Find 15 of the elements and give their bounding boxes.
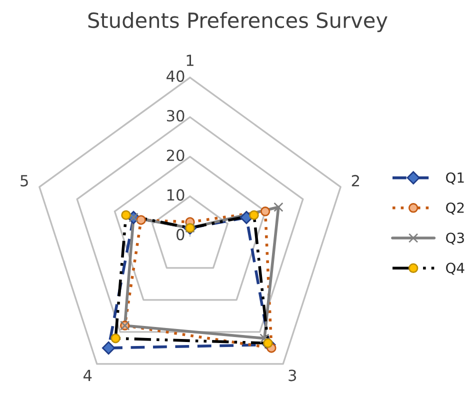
- y-tick-label: 0: [176, 228, 184, 240]
- chart-title: Students Preferences Survey: [88, 12, 388, 32]
- legend-label: Q4: [446, 262, 464, 275]
- spoke-label: 3: [288, 370, 296, 382]
- y-tick-label: 20: [166, 150, 184, 162]
- spoke-label: 4: [84, 370, 92, 381]
- y-tick-label: 40: [166, 70, 184, 82]
- y-tick-label: 10: [167, 189, 184, 201]
- legend-label: Q1: [446, 172, 464, 184]
- spoke-label: 1: [186, 54, 194, 66]
- spoke-label: 5: [20, 175, 28, 186]
- spoke-label: 2: [352, 174, 359, 186]
- legend-label: Q2: [446, 202, 464, 215]
- y-tick-label: 30: [166, 110, 184, 122]
- legend-label: Q3: [446, 232, 464, 245]
